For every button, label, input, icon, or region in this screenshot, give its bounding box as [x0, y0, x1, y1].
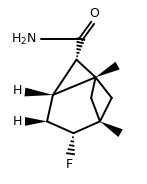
- Polygon shape: [96, 62, 120, 77]
- Text: H: H: [13, 115, 22, 128]
- Polygon shape: [25, 88, 53, 96]
- Polygon shape: [100, 121, 123, 137]
- Text: F: F: [66, 158, 73, 171]
- Polygon shape: [25, 117, 47, 126]
- Text: O: O: [89, 7, 99, 20]
- Text: H$_2$N: H$_2$N: [11, 31, 37, 47]
- Text: H: H: [13, 84, 22, 97]
